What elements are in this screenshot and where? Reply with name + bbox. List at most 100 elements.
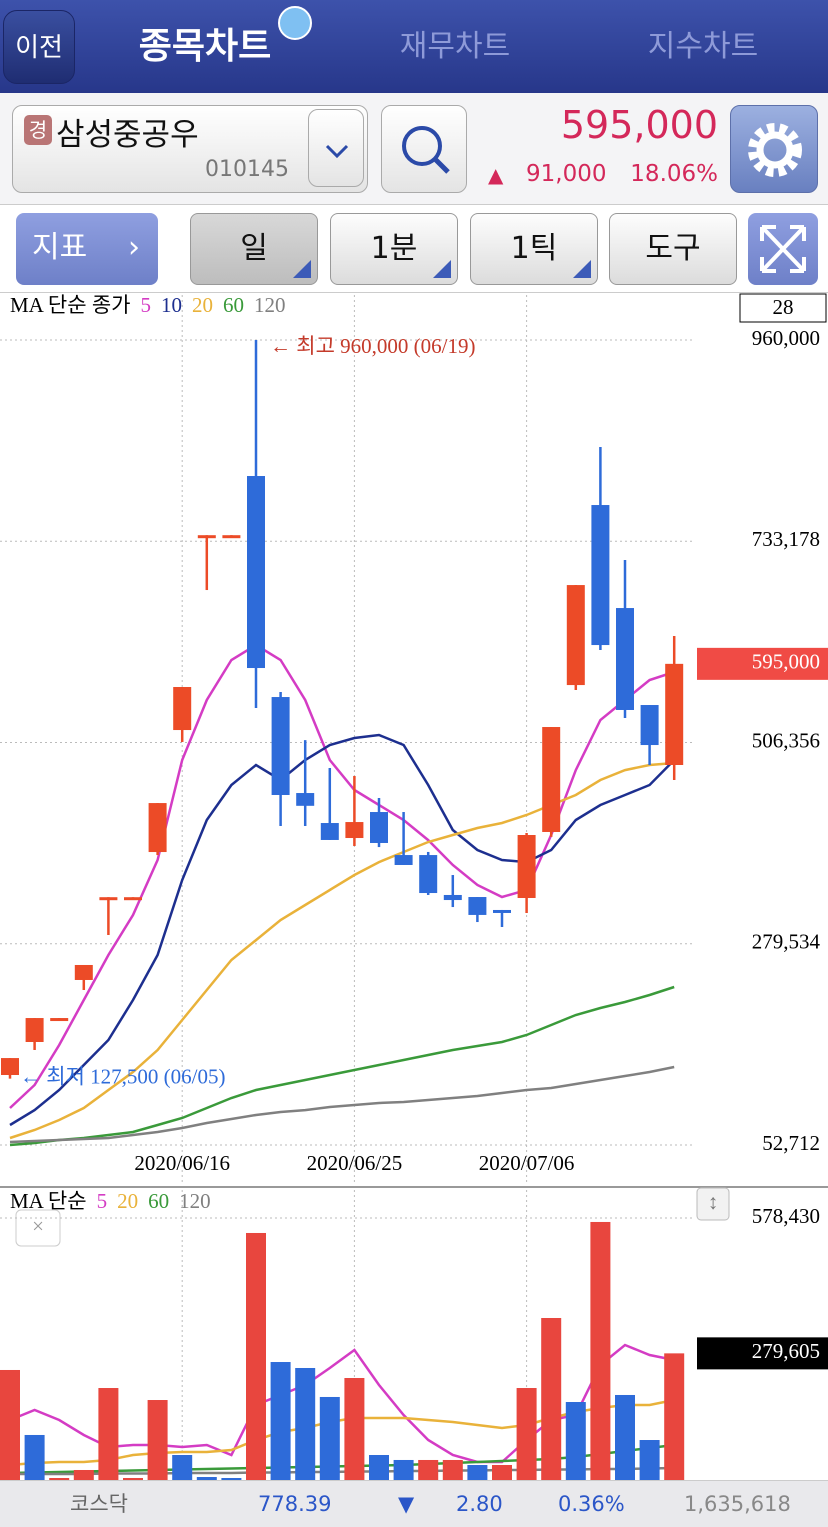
x-tick-label: 2020/06/16	[134, 1151, 230, 1175]
resize-icon: ↕	[708, 1190, 719, 1214]
indicator-button[interactable]: 지표 ›	[16, 213, 158, 285]
candle-body	[345, 822, 364, 839]
volume-bar	[196, 1477, 217, 1480]
index-sign: ▼	[398, 1492, 415, 1516]
volume-bar	[123, 1478, 143, 1480]
candle-body	[148, 803, 167, 853]
volume-bar	[639, 1440, 660, 1480]
legend-title: MA 단순 종가	[10, 293, 130, 317]
candle-body	[271, 697, 290, 795]
volume-bar	[541, 1317, 562, 1480]
volume-bar	[98, 1388, 119, 1480]
volume-bar	[270, 1362, 291, 1480]
expand-button[interactable]	[748, 213, 818, 285]
stock-price: 595,000	[560, 103, 718, 147]
expand-arrows	[760, 225, 806, 273]
candle-body	[591, 505, 610, 646]
volume-bar	[73, 1469, 94, 1480]
current-value-label: 595,000	[752, 650, 820, 674]
volume-bar	[0, 1369, 20, 1480]
candle-body	[124, 897, 142, 901]
candle-body	[247, 476, 265, 669]
candle-body	[197, 535, 216, 539]
gear-icon	[748, 123, 802, 177]
change-rate: 18.06%	[630, 161, 718, 187]
candle-body	[296, 793, 315, 806]
index-name: 코스닥	[70, 1492, 128, 1516]
period-label: 일	[240, 231, 268, 266]
current-value-box	[697, 647, 828, 680]
dropdown-button[interactable]	[308, 109, 364, 187]
ma-line	[9, 643, 675, 1109]
change-sign: ▲	[488, 163, 504, 187]
back-button[interactable]: 이전	[3, 10, 75, 84]
y-tick-label: 52,712	[762, 1131, 820, 1155]
low-annotation: ← 최저 127,500 (06/05)	[20, 1064, 225, 1088]
candle-body	[1, 1058, 19, 1076]
volume-bar	[393, 1459, 414, 1480]
chart-area: 28 × ↕ 2020/06/16 2020/06/25 2020/07/06 52,…	[0, 293, 828, 1480]
tab-stock-chart[interactable]: 종목차트	[138, 26, 272, 67]
chevron	[325, 144, 349, 159]
volume-bar	[221, 1478, 242, 1480]
volume-bar	[147, 1400, 168, 1480]
candle-body	[419, 855, 438, 894]
legend-entry: 20	[192, 293, 213, 317]
x-tick-label: 2020/06/25	[307, 1151, 403, 1175]
count-box	[739, 293, 827, 323]
period-button[interactable]: 일	[190, 213, 318, 285]
candle-body	[99, 897, 118, 901]
volume-bar	[49, 1478, 70, 1480]
handle	[433, 157, 450, 174]
candle-body	[25, 1018, 44, 1042]
legend-entry: 60	[223, 293, 244, 317]
stock-code: 010145	[205, 157, 289, 182]
y-tick-label: 960,000	[752, 326, 820, 350]
legend-entry: 10	[161, 293, 182, 317]
ma-line	[9, 985, 675, 1147]
minute-label: 1분	[370, 231, 418, 266]
index-bar: 코스닥 778.39 ▼ 2.80 0.36% 1,635,618	[0, 1480, 828, 1527]
ma-line	[9, 1398, 675, 1467]
ma-line	[9, 761, 675, 1140]
close-icon: ×	[32, 1214, 44, 1238]
volume-bar	[344, 1378, 365, 1480]
tools-button[interactable]: 도구	[609, 213, 737, 285]
current-value-label: 279,605	[752, 1339, 820, 1363]
y-tick-label: 733,178	[752, 527, 820, 551]
tab-finance-chart[interactable]: 재무차트	[399, 29, 511, 64]
volume-bar	[516, 1388, 537, 1480]
volume-bar	[442, 1459, 463, 1480]
ma-line	[10, 1466, 675, 1476]
tools-label: 도구	[645, 231, 701, 266]
ma-line	[9, 733, 676, 1127]
gear-teeth	[748, 123, 802, 177]
legend-entry: 5	[140, 293, 151, 317]
ma-line	[9, 1443, 675, 1475]
x-tick-label: 2020/07/06	[479, 1151, 575, 1175]
candle-body	[394, 855, 413, 865]
tab-index-chart[interactable]: 지수차트	[647, 29, 759, 64]
current-value-box	[697, 1337, 828, 1370]
legend-entry: 20	[117, 1189, 138, 1213]
candle-body	[173, 687, 192, 731]
header: 이전 종목차트 재무차트 지수차트	[0, 0, 828, 93]
minute-button[interactable]: 1분	[330, 213, 458, 285]
search-button[interactable]	[381, 105, 467, 193]
candle-body	[566, 585, 585, 686]
indicator-label: 지표	[32, 230, 88, 265]
candle-body	[74, 964, 93, 980]
volume-bar	[615, 1394, 635, 1480]
candle-body	[493, 909, 511, 913]
close-button[interactable]	[15, 1209, 61, 1247]
settings-button[interactable]	[730, 105, 818, 193]
candle-body	[370, 812, 388, 843]
candle-count: 28	[773, 295, 794, 319]
volume-bar	[590, 1221, 611, 1480]
expand-icon	[760, 225, 806, 273]
legend-title: MA 단순	[10, 1189, 87, 1213]
resize-button[interactable]	[696, 1187, 730, 1221]
tick-button[interactable]: 1틱	[470, 213, 598, 285]
y-tick-label: 506,356	[752, 728, 820, 752]
